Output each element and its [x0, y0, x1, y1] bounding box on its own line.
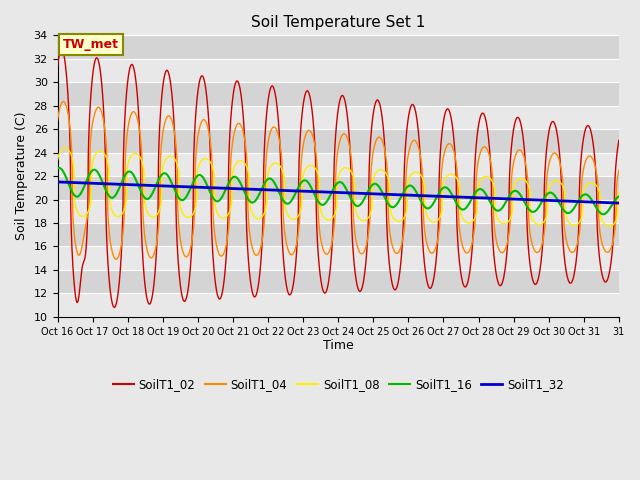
- Bar: [58, 293, 619, 317]
- Bar: [58, 200, 619, 223]
- Bar: [58, 223, 619, 246]
- Bar: [58, 129, 619, 153]
- Bar: [58, 246, 619, 270]
- Bar: [58, 59, 619, 82]
- Text: TW_met: TW_met: [63, 38, 119, 51]
- Title: Soil Temperature Set 1: Soil Temperature Set 1: [251, 15, 426, 30]
- Legend: SoilT1_02, SoilT1_04, SoilT1_08, SoilT1_16, SoilT1_32: SoilT1_02, SoilT1_04, SoilT1_08, SoilT1_…: [108, 373, 568, 396]
- Bar: [58, 106, 619, 129]
- X-axis label: Time: Time: [323, 339, 353, 352]
- Bar: [58, 270, 619, 293]
- Bar: [58, 153, 619, 176]
- Bar: [58, 82, 619, 106]
- Bar: [58, 176, 619, 200]
- Bar: [58, 36, 619, 59]
- Y-axis label: Soil Temperature (C): Soil Temperature (C): [15, 112, 28, 240]
